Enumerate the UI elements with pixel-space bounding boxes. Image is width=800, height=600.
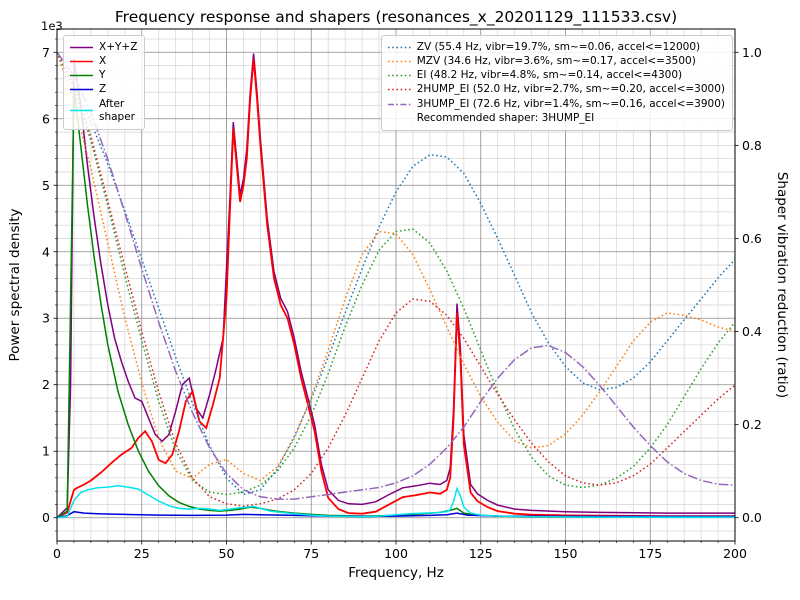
legend-line-swatch xyxy=(387,103,411,105)
series-3hump-ei xyxy=(57,51,735,500)
legend-item: 2HUMP_EI (52.0 Hz, vibr=2.7%, sm~=0.20, … xyxy=(387,83,725,96)
y-left-tick-label: 2 xyxy=(42,377,50,392)
legend-item: Z xyxy=(69,83,137,96)
series-x xyxy=(57,58,735,519)
legend-line-swatch xyxy=(387,89,411,91)
y-right-tick-label: 0.0 xyxy=(742,510,762,525)
legend-item: MZV (34.6 Hz, vibr=3.6%, sm~=0.17, accel… xyxy=(387,55,725,68)
legend-blank-swatch xyxy=(387,113,412,124)
legend-line-swatch xyxy=(387,75,411,77)
legend-label: Recommended shaper: 3HUMP_EI xyxy=(416,111,595,124)
legend-label: After shaper xyxy=(99,97,136,123)
legend-item: 3HUMP_EI (72.6 Hz, vibr=1.4%, sm~=0.16, … xyxy=(387,98,725,111)
legend-psd: X+Y+Z X Y Z After shaper xyxy=(63,35,146,130)
y-left-tick-label: 3 xyxy=(42,311,50,326)
y-left-tick-label: 4 xyxy=(42,244,50,259)
series-zv xyxy=(57,51,735,496)
legend-item: After shaper xyxy=(69,98,137,124)
y-left-tick-label: 6 xyxy=(42,111,50,126)
y-left-tick-label: 1 xyxy=(42,444,50,459)
legend-label: Z xyxy=(99,83,107,96)
x-axis-label: Frequency, Hz xyxy=(348,565,444,581)
x-tick-label: 50 xyxy=(219,546,235,561)
x-tick-label: 125 xyxy=(469,546,493,561)
legend-line-swatch xyxy=(387,46,411,49)
chart-title: Frequency response and shapers (resonanc… xyxy=(114,8,678,26)
legend-line-swatch xyxy=(70,75,93,77)
legend-item: Recommended shaper: 3HUMP_EI xyxy=(387,112,725,125)
legend-item: X xyxy=(69,55,137,68)
legend-line-swatch xyxy=(70,89,93,91)
legend-label: ZV (55.4 Hz, vibr=19.7%, sm~=0.06, accel… xyxy=(416,41,701,53)
y-left-tick-label: 7 xyxy=(42,45,50,60)
x-tick-label: 200 xyxy=(723,546,747,561)
y-right-tick-label: 0.4 xyxy=(742,324,762,339)
legend-label: MZV (34.6 Hz, vibr=3.6%, sm~=0.17, accel… xyxy=(416,55,696,68)
legend-line-swatch xyxy=(70,60,93,63)
legend-label: X+Y+Z xyxy=(99,41,138,53)
series-after-shaper xyxy=(57,485,735,519)
y-axis-label-right: Shaper vibration reduction (ratio) xyxy=(774,171,790,399)
legend-line-swatch xyxy=(70,109,93,112)
x-tick-label: 175 xyxy=(638,546,662,561)
series-2hump-ei xyxy=(57,51,735,507)
legend-item: Y xyxy=(69,69,137,82)
y-axis-offset-label: 1e3 xyxy=(41,19,63,33)
x-tick-label: 100 xyxy=(384,546,408,561)
legend-label: Y xyxy=(99,69,106,82)
y-left-tick-label: 0 xyxy=(42,510,50,525)
y-axis-label-left: Power spectral density xyxy=(7,208,23,362)
y-right-tick-label: 0.6 xyxy=(742,231,762,246)
series-mzv xyxy=(57,52,735,482)
y-right-tick-label: 0.8 xyxy=(742,138,762,153)
legend-label: 3HUMP_EI (72.6 Hz, vibr=1.4%, sm~=0.16, … xyxy=(416,97,725,110)
legend-shapers: ZV (55.4 Hz, vibr=19.7%, sm~=0.06, accel… xyxy=(380,35,733,131)
legend-label: X xyxy=(99,55,107,68)
legend-label: 2HUMP_EI (52.0 Hz, vibr=2.7%, sm~=0.20, … xyxy=(416,83,725,96)
series-ei xyxy=(57,51,735,496)
y-left-tick-label: 5 xyxy=(42,178,50,193)
legend-item: X+Y+Z xyxy=(69,41,137,54)
x-tick-label: 0 xyxy=(53,546,61,561)
legend-line-swatch xyxy=(387,60,411,63)
legend-item: EI (48.2 Hz, vibr=4.8%, sm~=0.14, accel<… xyxy=(387,69,725,82)
y-right-tick-label: 0.2 xyxy=(742,417,762,432)
x-tick-label: 150 xyxy=(554,546,578,561)
x-tick-label: 25 xyxy=(134,546,150,561)
legend-label: EI (48.2 Hz, vibr=4.8%, sm~=0.14, accel<… xyxy=(416,69,683,82)
legend-item: ZV (55.4 Hz, vibr=19.7%, sm~=0.06, accel… xyxy=(387,41,725,54)
y-right-tick-label: 1.0 xyxy=(742,45,762,60)
series-z xyxy=(57,510,735,519)
series-y xyxy=(57,88,735,519)
x-tick-label: 75 xyxy=(303,546,319,561)
legend-line-swatch xyxy=(70,46,93,49)
